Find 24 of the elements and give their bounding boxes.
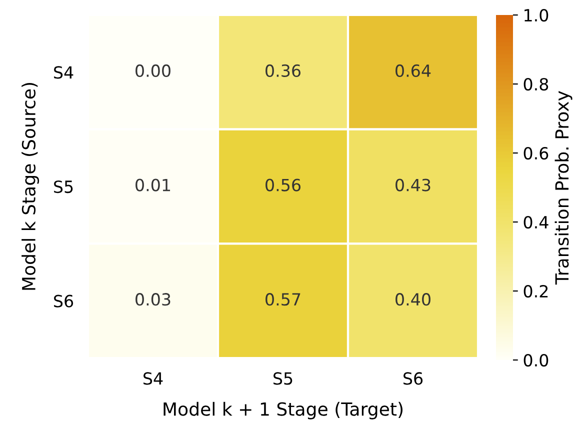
y-tick-label: S5 [54, 180, 73, 194]
data-label: 0.36 [266, 64, 301, 78]
color-bar-label: 0.0 [524, 354, 548, 367]
data-label: 0.03 [136, 293, 170, 306]
data-label: 0.64 [396, 64, 431, 78]
x-tick-label: S4 [144, 372, 163, 385]
x-tick-label: S5 [274, 372, 292, 385]
color-bar-title: Transition Prob. Proxy [554, 91, 572, 285]
color-bar-label: 0.8 [524, 78, 548, 91]
y-tick-label: S4 [54, 66, 74, 79]
color-bar-label: 1.0 [524, 8, 548, 22]
data-label: 0.56 [266, 178, 301, 192]
data-label: 0.57 [266, 293, 300, 306]
data-label: 0.01 [136, 178, 170, 192]
color-bar-label: 0.6 [524, 146, 548, 160]
data-label: 0.43 [396, 178, 430, 192]
color-bar-label: 0.4 [524, 216, 548, 229]
x-tick-label: S6 [404, 372, 423, 385]
y-axis-title: Model k Stage (Source) [22, 82, 40, 290]
x-axis-title: Model k + 1 Stage (Target) [164, 402, 403, 420]
y-tick-label: S6 [54, 294, 74, 308]
data-label: 0.40 [396, 293, 430, 306]
color-bar-label: 0.2 [524, 284, 548, 298]
data-label: 0.00 [136, 64, 170, 78]
